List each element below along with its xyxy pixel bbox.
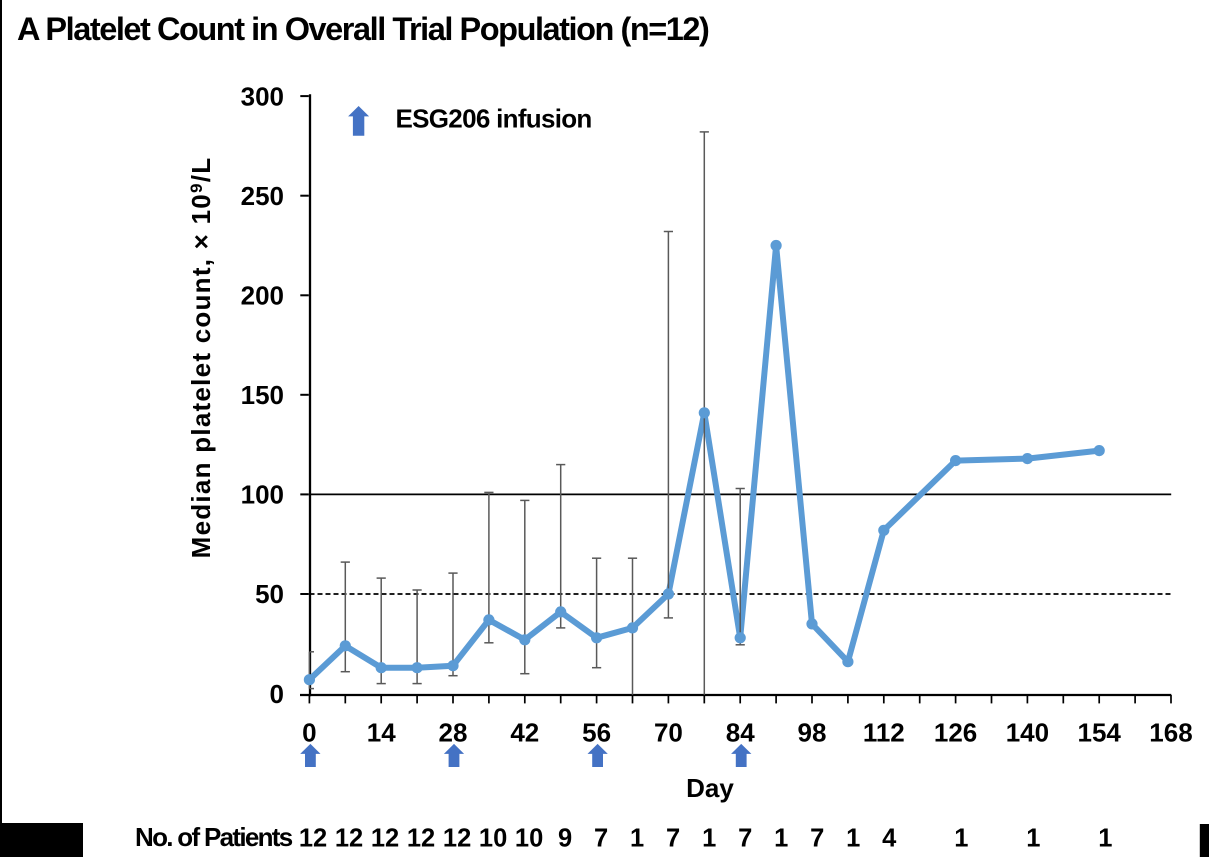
svg-text:100: 100 — [241, 480, 284, 510]
svg-text:70: 70 — [654, 718, 683, 748]
svg-text:Median platelet count, × 109/L: Median platelet count, × 109/L — [186, 157, 216, 559]
svg-text:No. of Patients: No. of Patients — [135, 822, 293, 852]
svg-text:A Platelet Count in Overall Tr: A Platelet Count in Overall Trial Popula… — [17, 11, 709, 47]
svg-text:9: 9 — [558, 824, 572, 852]
svg-text:1: 1 — [630, 824, 644, 852]
svg-text:126: 126 — [934, 718, 977, 748]
svg-text:10: 10 — [515, 824, 543, 852]
svg-text:14: 14 — [367, 718, 396, 748]
svg-text:10: 10 — [479, 824, 507, 852]
svg-text:12: 12 — [299, 824, 327, 852]
svg-text:168: 168 — [1149, 718, 1192, 748]
svg-text:Day: Day — [686, 773, 734, 803]
svg-text:1: 1 — [846, 824, 860, 852]
svg-text:12: 12 — [371, 824, 399, 852]
svg-text:7: 7 — [738, 824, 752, 852]
svg-text:1: 1 — [954, 824, 968, 852]
svg-text:7: 7 — [594, 824, 608, 852]
svg-text:4: 4 — [882, 824, 897, 852]
svg-text:1: 1 — [1098, 824, 1112, 852]
svg-text:12: 12 — [335, 824, 363, 852]
svg-text:12: 12 — [407, 824, 435, 852]
svg-text:0: 0 — [302, 718, 316, 748]
svg-text:ESG206 infusion: ESG206 infusion — [396, 104, 592, 134]
svg-text:84: 84 — [726, 718, 755, 748]
svg-text:250: 250 — [241, 181, 284, 211]
svg-text:200: 200 — [241, 281, 284, 311]
svg-text:56: 56 — [582, 718, 611, 748]
svg-text:7: 7 — [810, 824, 824, 852]
svg-text:7: 7 — [666, 824, 680, 852]
svg-text:98: 98 — [798, 718, 827, 748]
svg-text:1: 1 — [1026, 824, 1040, 852]
svg-text:1: 1 — [702, 824, 716, 852]
svg-text:28: 28 — [439, 718, 468, 748]
svg-text:150: 150 — [241, 380, 284, 410]
svg-text:42: 42 — [510, 718, 539, 748]
svg-text:12: 12 — [443, 824, 471, 852]
svg-text:0: 0 — [270, 679, 284, 709]
svg-text:154: 154 — [1078, 718, 1122, 748]
svg-text:112: 112 — [863, 718, 905, 748]
svg-text:50: 50 — [255, 579, 284, 609]
svg-text:300: 300 — [241, 81, 284, 111]
svg-text:1: 1 — [774, 824, 788, 852]
svg-text:140: 140 — [1006, 718, 1049, 748]
